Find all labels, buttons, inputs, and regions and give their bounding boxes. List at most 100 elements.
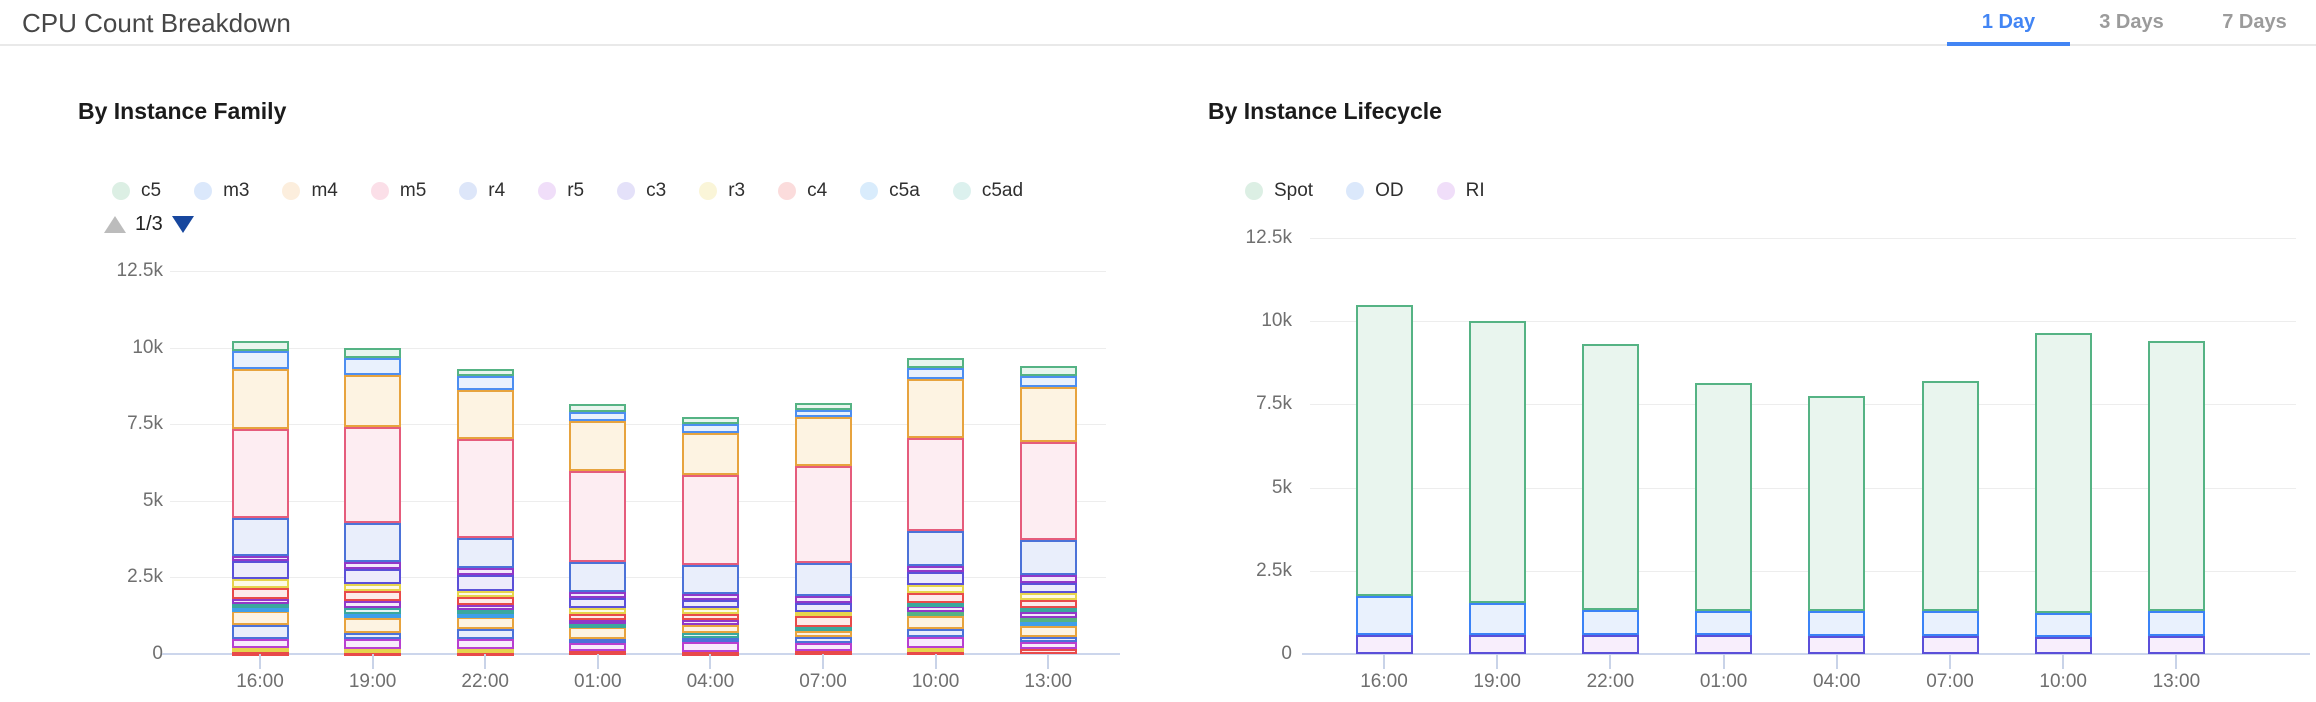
segment-r4[interactable] — [681, 564, 739, 594]
segment-c5[interactable] — [907, 358, 965, 368]
segment-od[interactable] — [1695, 610, 1753, 636]
segment-mg[interactable] — [1019, 642, 1077, 650]
segment-r3[interactable] — [231, 579, 289, 589]
segment-r3[interactable] — [569, 607, 627, 614]
segment-o[interactable] — [794, 631, 852, 638]
segment-c5[interactable] — [231, 341, 289, 351]
segment-c5ad[interactable] — [1019, 608, 1077, 613]
segment-c5a[interactable] — [456, 613, 514, 618]
segment-c3[interactable] — [456, 574, 514, 591]
segment-m4[interactable] — [231, 369, 289, 429]
segment-r5[interactable] — [681, 593, 739, 601]
segment-r4[interactable] — [794, 562, 852, 597]
segment-r5[interactable] — [907, 565, 965, 572]
segment-m3[interactable] — [231, 350, 289, 370]
segment-r3[interactable] — [1019, 593, 1077, 601]
segment-spot[interactable] — [1808, 396, 1866, 612]
segment-c5ad[interactable] — [231, 604, 289, 609]
segment-c5ad[interactable] — [344, 608, 402, 615]
segment-c5ad[interactable] — [794, 627, 852, 632]
legend-item-r5[interactable]: r5 — [538, 180, 584, 202]
legend-item-m4[interactable]: m4 — [282, 180, 338, 202]
segment-y[interactable] — [231, 648, 289, 653]
segment-mg[interactable] — [344, 638, 402, 649]
segment-r4[interactable] — [231, 517, 289, 557]
segment-o[interactable] — [344, 618, 402, 634]
segment-o[interactable] — [569, 627, 627, 640]
segment-ri[interactable] — [2034, 637, 2092, 654]
segment-c5[interactable] — [456, 369, 514, 377]
segment-r5[interactable] — [794, 596, 852, 603]
legend-item-m3[interactable]: m3 — [194, 180, 249, 202]
segment-pu[interactable] — [907, 606, 965, 612]
segment-m3[interactable] — [569, 411, 627, 421]
segment-mg[interactable] — [681, 642, 739, 652]
segment-r5[interactable] — [569, 591, 627, 598]
segment-c4[interactable] — [794, 616, 852, 628]
segment-c4[interactable] — [681, 613, 739, 620]
segment-r5[interactable] — [231, 556, 289, 561]
segment-m4[interactable] — [569, 420, 627, 472]
segment-m5[interactable] — [907, 437, 965, 532]
tab-1-day[interactable]: 1 Day — [1947, 0, 2070, 46]
segment-c4[interactable] — [456, 596, 514, 605]
segment-r4[interactable] — [344, 523, 402, 562]
segment-c5[interactable] — [344, 347, 402, 358]
segment-c3[interactable] — [794, 602, 852, 612]
segment-r[interactable] — [1019, 649, 1077, 654]
segment-r[interactable] — [794, 650, 852, 655]
segment-r[interactable] — [569, 650, 627, 655]
segment-r5[interactable] — [1019, 575, 1077, 584]
segment-c5[interactable] — [794, 402, 852, 410]
segment-pu[interactable] — [569, 619, 627, 624]
segment-spot[interactable] — [1581, 344, 1639, 610]
segment-c5ad[interactable] — [907, 602, 965, 607]
segment-m5[interactable] — [1019, 442, 1077, 541]
legend-item-m5[interactable]: m5 — [370, 180, 426, 202]
segment-od[interactable] — [1921, 610, 1979, 636]
segment-m5[interactable] — [231, 428, 289, 518]
segment-r4[interactable] — [1019, 540, 1077, 576]
segment-r3[interactable] — [681, 607, 739, 614]
segment-spot[interactable] — [2147, 341, 2205, 611]
legend-item-r3[interactable]: r3 — [699, 180, 745, 202]
segment-y[interactable] — [344, 648, 402, 653]
segment-ri[interactable] — [1355, 635, 1413, 654]
segment-o[interactable] — [1019, 625, 1077, 637]
segment-y[interactable] — [907, 647, 965, 652]
tab-3-days[interactable]: 3 Days — [2099, 10, 2164, 33]
segment-r5[interactable] — [344, 561, 402, 569]
legend-item-r4[interactable]: r4 — [459, 180, 505, 202]
segment-pu[interactable] — [456, 604, 514, 610]
segment-o[interactable] — [231, 611, 289, 625]
segment-c3[interactable] — [344, 568, 402, 584]
segment-m5[interactable] — [681, 475, 739, 565]
legend-item-c5ad[interactable]: c5ad — [952, 180, 1023, 202]
segment-c5a[interactable] — [344, 614, 402, 619]
segment-od[interactable] — [1355, 596, 1413, 636]
segment-c3[interactable] — [231, 560, 289, 580]
segment-o[interactable] — [681, 624, 739, 634]
segment-c5a[interactable] — [1019, 622, 1077, 627]
legend-item-spot[interactable]: Spot — [1245, 180, 1313, 202]
segment-o[interactable] — [456, 616, 514, 630]
segment-ri[interactable] — [1921, 635, 1979, 654]
legend-item-ri[interactable]: RI — [1436, 180, 1485, 202]
segment-rb[interactable] — [1019, 636, 1077, 643]
segment-r4[interactable] — [907, 531, 965, 566]
segment-od[interactable] — [1808, 611, 1866, 637]
legend-item-c4[interactable]: c4 — [778, 180, 827, 202]
legend-page-up-icon[interactable] — [104, 216, 126, 233]
segment-ri[interactable] — [1468, 635, 1526, 654]
legend-item-c3[interactable]: c3 — [617, 180, 666, 202]
segment-pu[interactable] — [681, 619, 739, 625]
segment-m3[interactable] — [907, 367, 965, 380]
segment-m5[interactable] — [794, 466, 852, 563]
segment-od[interactable] — [2034, 613, 2092, 638]
segment-rb[interactable] — [456, 629, 514, 639]
segment-g[interactable] — [1019, 618, 1077, 623]
segment-o[interactable] — [907, 615, 965, 630]
segment-c3[interactable] — [569, 597, 627, 608]
segment-rb[interactable] — [231, 624, 289, 639]
segment-mg[interactable] — [569, 643, 627, 651]
